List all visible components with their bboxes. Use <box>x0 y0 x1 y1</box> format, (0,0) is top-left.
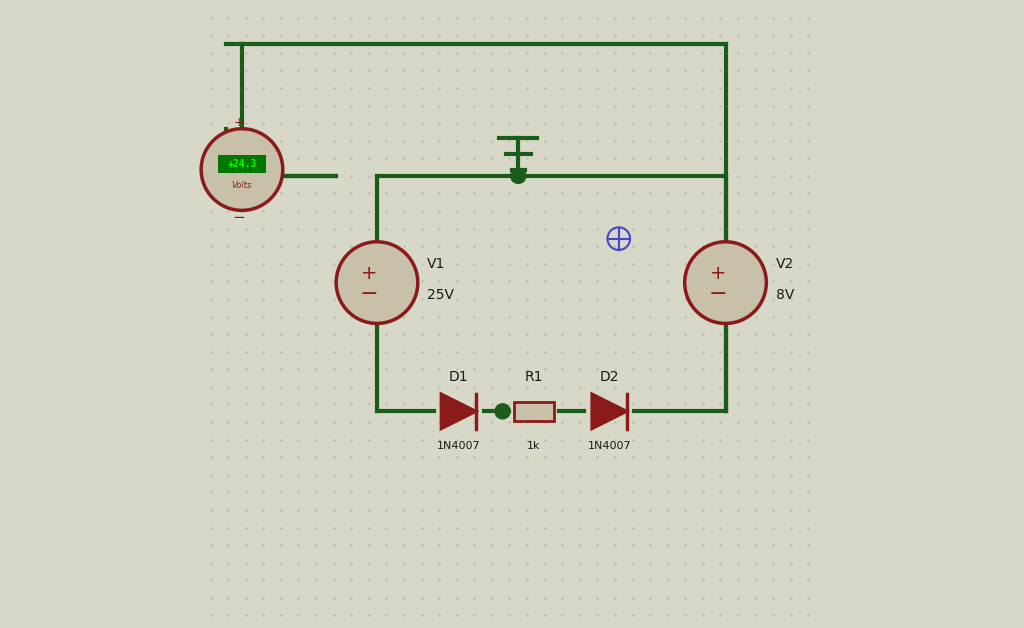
Circle shape <box>495 404 510 419</box>
Text: +: + <box>233 116 244 129</box>
Text: −: − <box>232 210 245 225</box>
Text: +24.3: +24.3 <box>227 159 257 169</box>
Text: −: − <box>360 284 379 304</box>
Text: 25V: 25V <box>427 288 455 302</box>
Bar <box>514 402 554 421</box>
Text: D2: D2 <box>600 370 620 384</box>
Text: 8V: 8V <box>776 288 795 302</box>
Bar <box>218 155 265 173</box>
Circle shape <box>201 129 283 210</box>
Text: 1N4007: 1N4007 <box>588 441 631 451</box>
Text: V1: V1 <box>427 257 445 271</box>
Text: +: + <box>710 264 726 283</box>
Text: −: − <box>709 284 727 304</box>
Circle shape <box>511 168 525 183</box>
Text: R1: R1 <box>524 370 543 384</box>
Polygon shape <box>441 394 476 429</box>
Text: 1N4007: 1N4007 <box>437 441 480 451</box>
Text: V2: V2 <box>776 257 794 271</box>
Circle shape <box>685 242 766 323</box>
Circle shape <box>336 242 418 323</box>
Polygon shape <box>592 394 627 429</box>
Text: Volts: Volts <box>231 181 252 190</box>
Text: 1k: 1k <box>527 441 541 451</box>
Text: +: + <box>361 264 378 283</box>
Text: D1: D1 <box>449 370 468 384</box>
